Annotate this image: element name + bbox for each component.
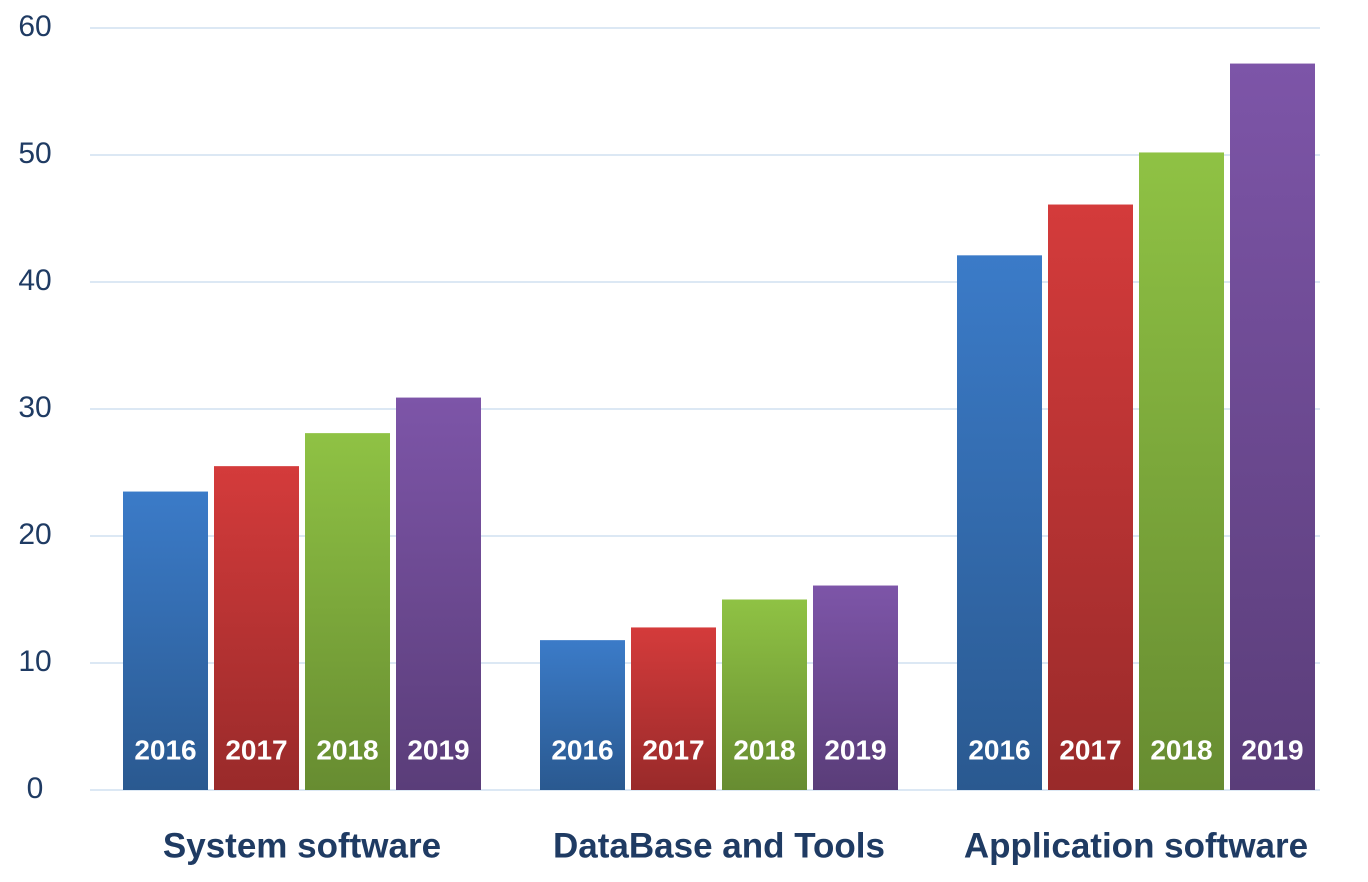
x-tick-label: DataBase and Tools	[553, 826, 885, 865]
y-tick-label: 20	[18, 518, 51, 551]
bar-label: 2017	[225, 734, 287, 765]
bar	[957, 255, 1042, 790]
bar	[540, 640, 625, 790]
bar	[1139, 152, 1224, 790]
bar-label: 2017	[1059, 734, 1121, 765]
bar	[214, 466, 299, 790]
bar	[305, 433, 390, 790]
x-tick-label: Application software	[964, 826, 1308, 865]
x-tick-label: System software	[163, 826, 441, 865]
y-tick-label: 40	[18, 264, 51, 297]
bar-label: 2019	[1241, 734, 1303, 765]
y-tick-label: 0	[27, 772, 44, 805]
bar	[813, 585, 898, 790]
bar	[396, 397, 481, 790]
y-tick-label: 60	[18, 10, 51, 43]
bar-label: 2018	[733, 734, 795, 765]
bar	[1048, 204, 1133, 790]
bar-label: 2019	[407, 734, 469, 765]
y-tick-label: 30	[18, 391, 51, 424]
bar-label: 2018	[316, 734, 378, 765]
bar-label: 2018	[1150, 734, 1212, 765]
bar-label: 2016	[134, 734, 196, 765]
bar	[1230, 63, 1315, 791]
bar	[722, 599, 807, 790]
bar	[123, 491, 208, 790]
bar-label: 2017	[642, 734, 704, 765]
y-tick-label: 10	[18, 645, 51, 678]
y-tick-label: 50	[18, 137, 51, 170]
bar-label: 2016	[968, 734, 1030, 765]
bar-label: 2019	[824, 734, 886, 765]
bar-label: 2016	[551, 734, 613, 765]
bar	[631, 627, 716, 790]
